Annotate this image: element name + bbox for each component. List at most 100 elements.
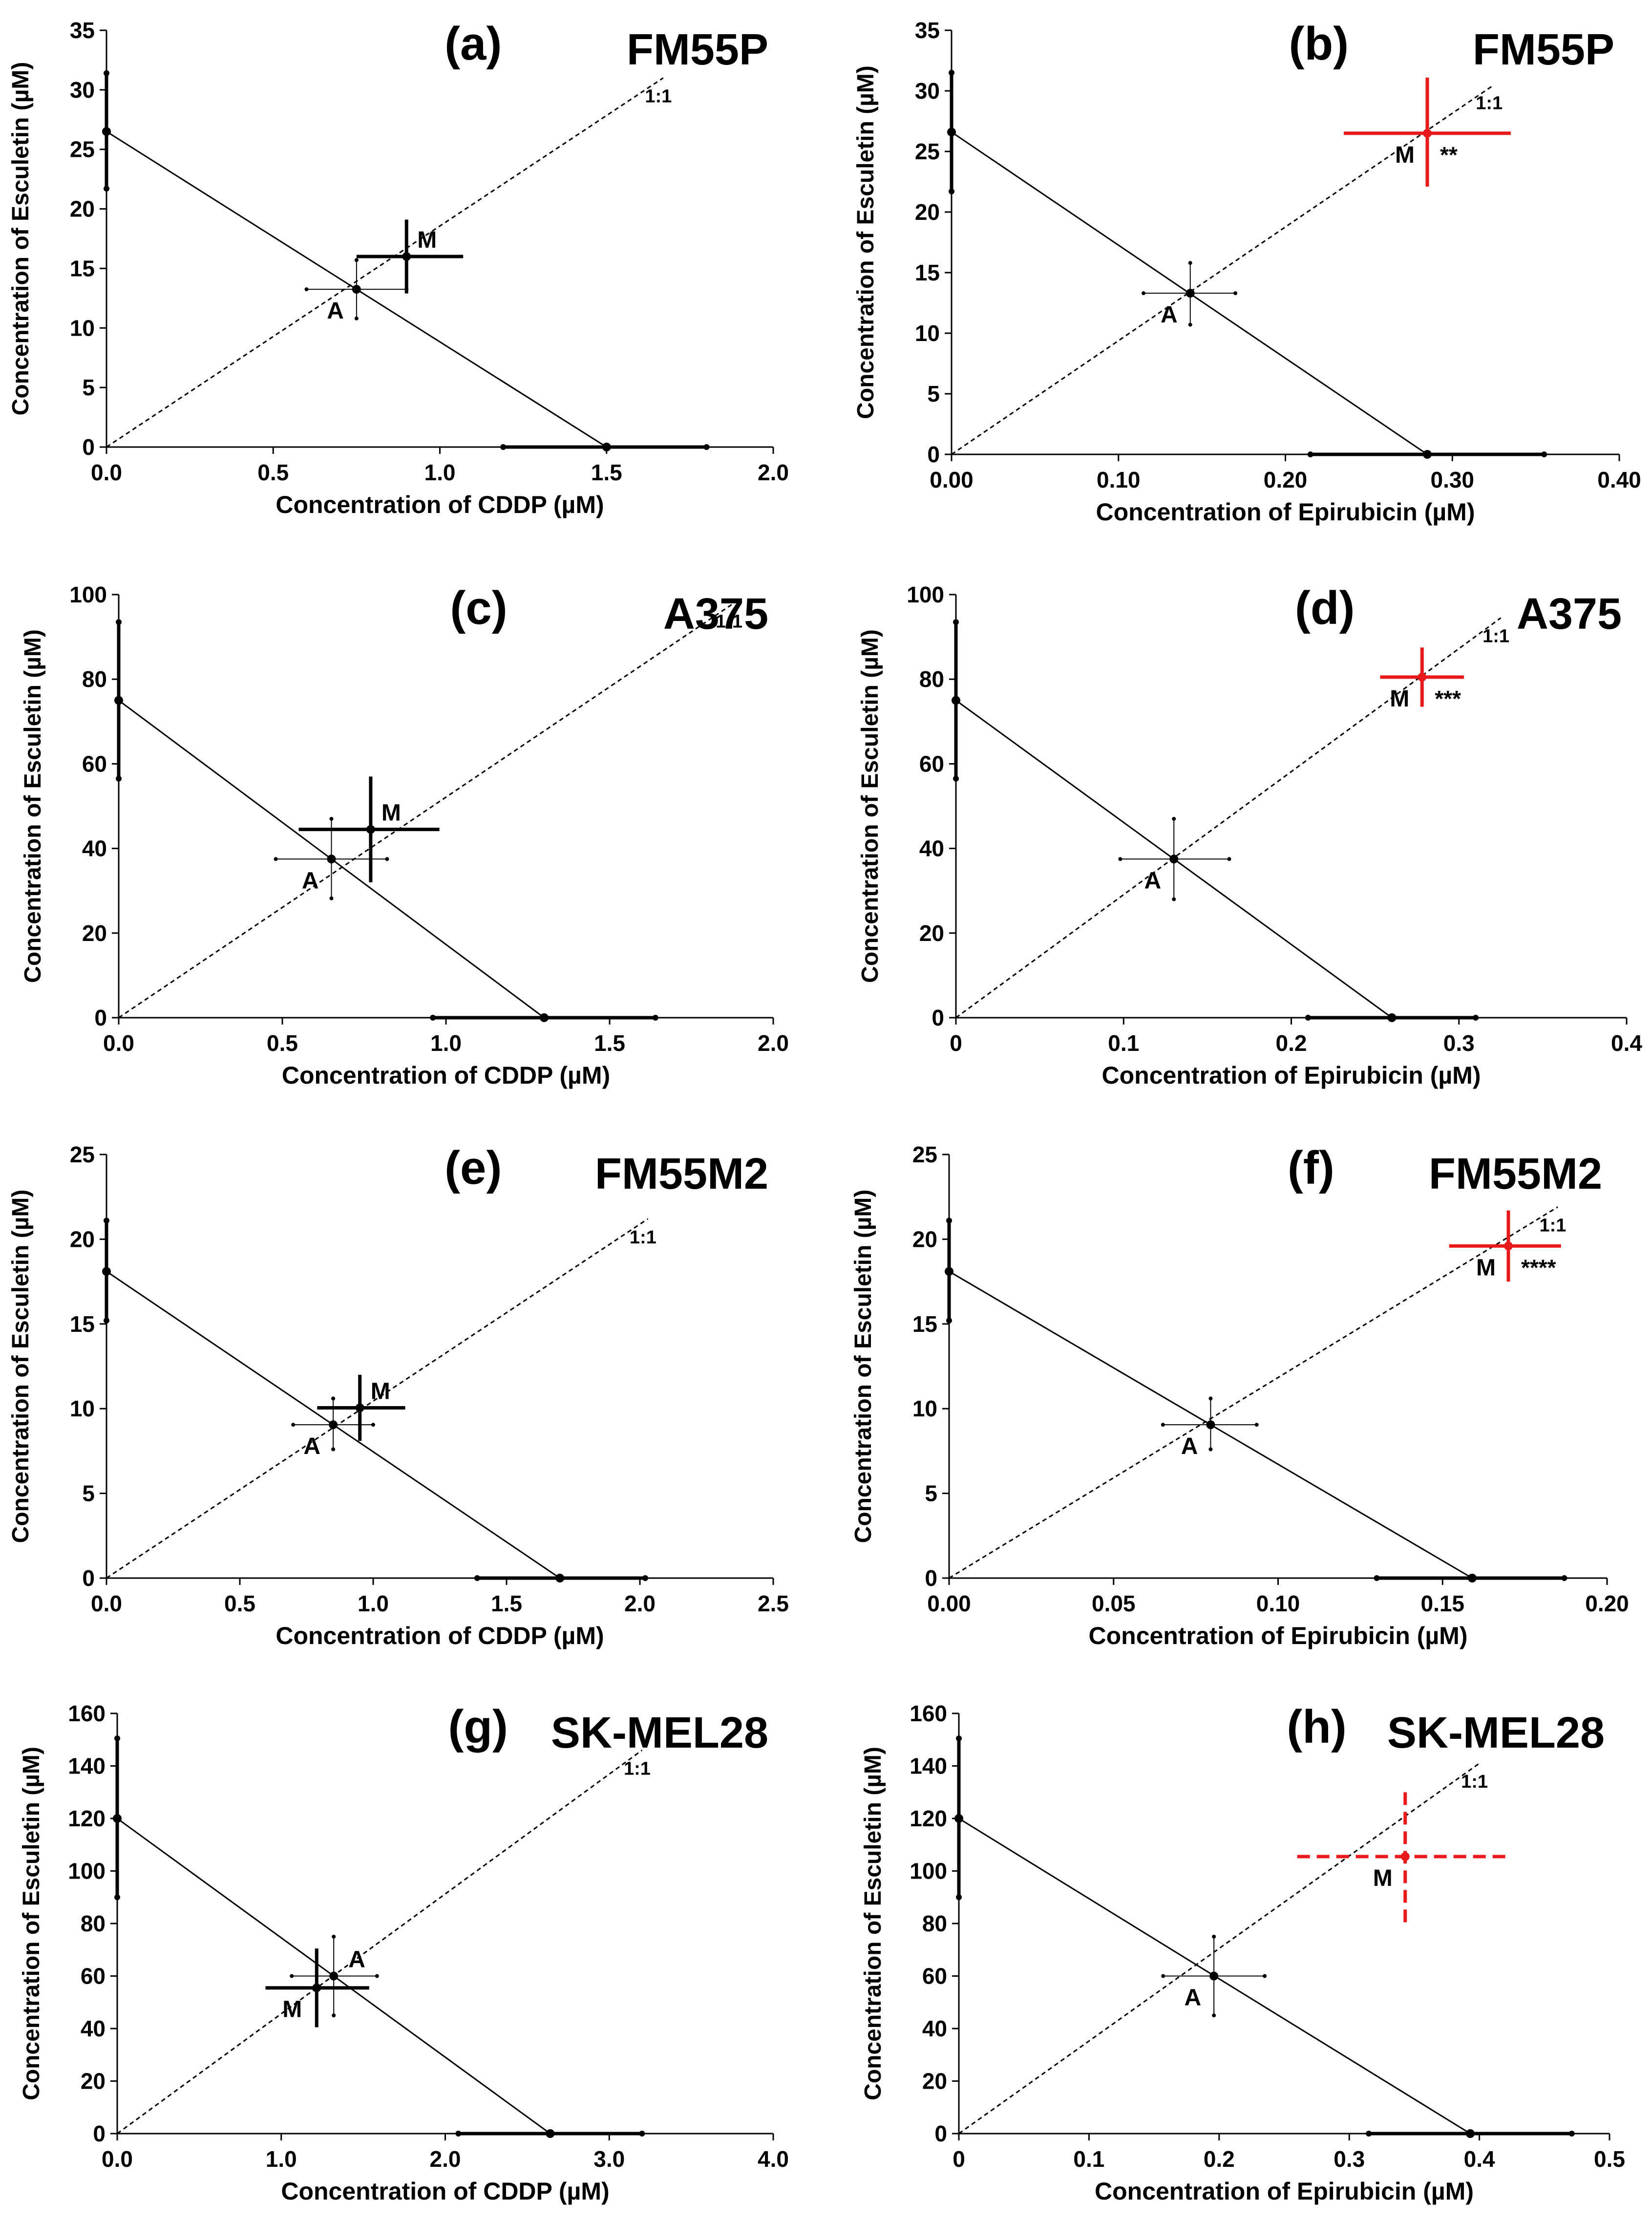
point-m — [1422, 128, 1432, 138]
y-tick-label: 10 — [912, 1396, 937, 1421]
y-tick-label: 160 — [68, 1701, 106, 1726]
y-tick-label: 40 — [919, 836, 944, 861]
y-tick-label: 20 — [919, 920, 944, 946]
y-tick-label: 25 — [912, 1142, 937, 1167]
chart-panel-6: 0 20 40 60 80 100 120 140 160 0.0 1.0 2.0 3.0 4.0 Conc… — [19, 1701, 789, 2205]
point-a-error-cap — [332, 2013, 336, 2018]
y-tick-label: 10 — [70, 1396, 95, 1421]
y-tick-label: 10 — [70, 315, 95, 341]
ratio-label: 1:1 — [1461, 1772, 1488, 1792]
x-intercept-error-cap — [1366, 2131, 1372, 2137]
y-intercept-error-cap — [104, 1317, 109, 1324]
x-axis-label: Concentration of Epirubicin (µM) — [1089, 1622, 1468, 1649]
y-axis-label: Concentration of Esculetin (µM) — [857, 629, 883, 983]
x-intercept-error-cap — [652, 1015, 658, 1021]
cell-line-title: FM55P — [1473, 25, 1614, 74]
y-tick-label: 40 — [922, 2016, 947, 2041]
y-tick-label: 60 — [919, 751, 944, 776]
y-axis-label: Concentration of Esculetin (µM) — [20, 629, 46, 983]
x-intercept-error-cap — [1568, 2131, 1575, 2137]
y-tick-label: 0 — [927, 442, 940, 467]
point-m-label: M — [371, 1378, 390, 1404]
x-tick-label: 0.0 — [103, 1030, 134, 1056]
point-a-error-cap — [329, 816, 334, 821]
chart-panel-4: 0 5 10 15 20 25 0.0 0.5 1.0 1.5 2.0 2.5 Concentratio… — [8, 1142, 789, 1649]
x-tick-label: 0.2 — [1204, 2146, 1235, 2172]
y-tick-label: 60 — [82, 751, 107, 776]
point-a-label: A — [302, 868, 319, 894]
point-a — [329, 1971, 339, 1981]
ratio-label: 1:1 — [1483, 626, 1509, 647]
y-axis-label: Concentration of Esculetin (µM) — [19, 1747, 44, 2100]
y-tick-label: 140 — [910, 1753, 947, 1779]
x-tick-label: 1.5 — [491, 1591, 522, 1616]
y-tick-label: 25 — [915, 139, 940, 164]
x-axis-label: Concentration of Epirubicin (µM) — [1102, 1062, 1481, 1089]
point-a-label: A — [327, 298, 344, 324]
point-a-error-cap — [1142, 291, 1146, 296]
y-tick-label: 0 — [94, 1005, 107, 1030]
y-intercept-error-cap — [116, 775, 122, 782]
x-tick-label: 0.2 — [1276, 1030, 1307, 1056]
point-a — [1186, 289, 1195, 298]
y-intercept-error-cap — [949, 188, 954, 194]
point-m — [402, 252, 411, 261]
y-axis-label: Concentration of Esculetin (µM) — [850, 1190, 876, 1543]
y-tick-label: 100 — [69, 582, 107, 607]
y-intercept-error-cap — [114, 1735, 120, 1742]
panel-label: (b) — [1289, 18, 1349, 70]
x-tick-label: 0.3 — [1334, 2146, 1365, 2172]
y-tick-label: 80 — [919, 666, 944, 692]
y-tick-label: 40 — [81, 2016, 106, 2041]
point-m — [355, 1403, 364, 1412]
y-tick-label: 0 — [925, 1565, 937, 1591]
y-tick-label: 5 — [82, 1481, 95, 1506]
x-axis-label: Concentration of CDDP (µM) — [275, 491, 604, 518]
point-m-label: M — [1373, 1865, 1393, 1891]
point-a-error-cap — [371, 1423, 375, 1427]
x-intercept-point — [1467, 1574, 1477, 1582]
y-tick-label: 25 — [70, 1142, 95, 1167]
panel-label: (e) — [445, 1142, 502, 1194]
y-tick-label: 30 — [915, 78, 940, 104]
point-m-label: M — [417, 227, 437, 253]
y-tick-label: 5 — [927, 381, 940, 406]
y-intercept-point — [114, 696, 123, 705]
y-tick-label: 60 — [922, 1964, 947, 1989]
point-a-error-cap — [1188, 322, 1192, 327]
x-tick-label: 0.10 — [1097, 467, 1141, 492]
x-intercept-error-cap — [1305, 1015, 1311, 1021]
y-tick-label: 20 — [922, 2069, 947, 2094]
x-axis-label: Concentration of Epirubicin (µM) — [1096, 498, 1475, 526]
x-axis-label: Concentration of CDDP (µM) — [282, 1062, 610, 1089]
x-intercept-error-cap — [703, 444, 710, 450]
y-tick-label: 35 — [915, 18, 940, 43]
point-m — [366, 825, 375, 834]
point-a-error-cap — [329, 896, 334, 900]
y-tick-label: 80 — [81, 1911, 106, 1936]
point-m-label: M — [1476, 1255, 1496, 1281]
x-axis-label: Concentration of Epirubicin (µM) — [1095, 2178, 1474, 2205]
x-tick-label: 1.0 — [430, 1030, 462, 1056]
y-tick-label: 120 — [68, 1806, 106, 1831]
panel-label: (h) — [1287, 1701, 1347, 1753]
y-tick-label: 40 — [82, 836, 107, 861]
x-intercept-error-cap — [500, 444, 507, 450]
x-intercept-error-cap — [1473, 1015, 1479, 1021]
point-a-error-cap — [291, 1423, 296, 1427]
x-tick-label: 0.5 — [1594, 2146, 1625, 2172]
x-tick-label: 0.5 — [224, 1591, 255, 1616]
significance-label: *** — [1435, 686, 1461, 711]
y-tick-label: 20 — [912, 1226, 937, 1252]
x-tick-label: 3.0 — [593, 2146, 625, 2172]
y-tick-label: 100 — [910, 1859, 947, 1884]
point-a-error-cap — [331, 1447, 336, 1452]
y-tick-label: 15 — [70, 1311, 95, 1337]
x-tick-label: 0.1 — [1073, 2146, 1104, 2172]
x-tick-label: 0.00 — [930, 467, 974, 492]
x-intercept-error-cap — [1561, 1575, 1567, 1581]
point-a — [1169, 855, 1179, 864]
x-tick-label: 4.0 — [758, 2146, 789, 2172]
ratio-label: 1:1 — [1540, 1216, 1567, 1236]
point-a-error-cap — [290, 1974, 294, 1978]
